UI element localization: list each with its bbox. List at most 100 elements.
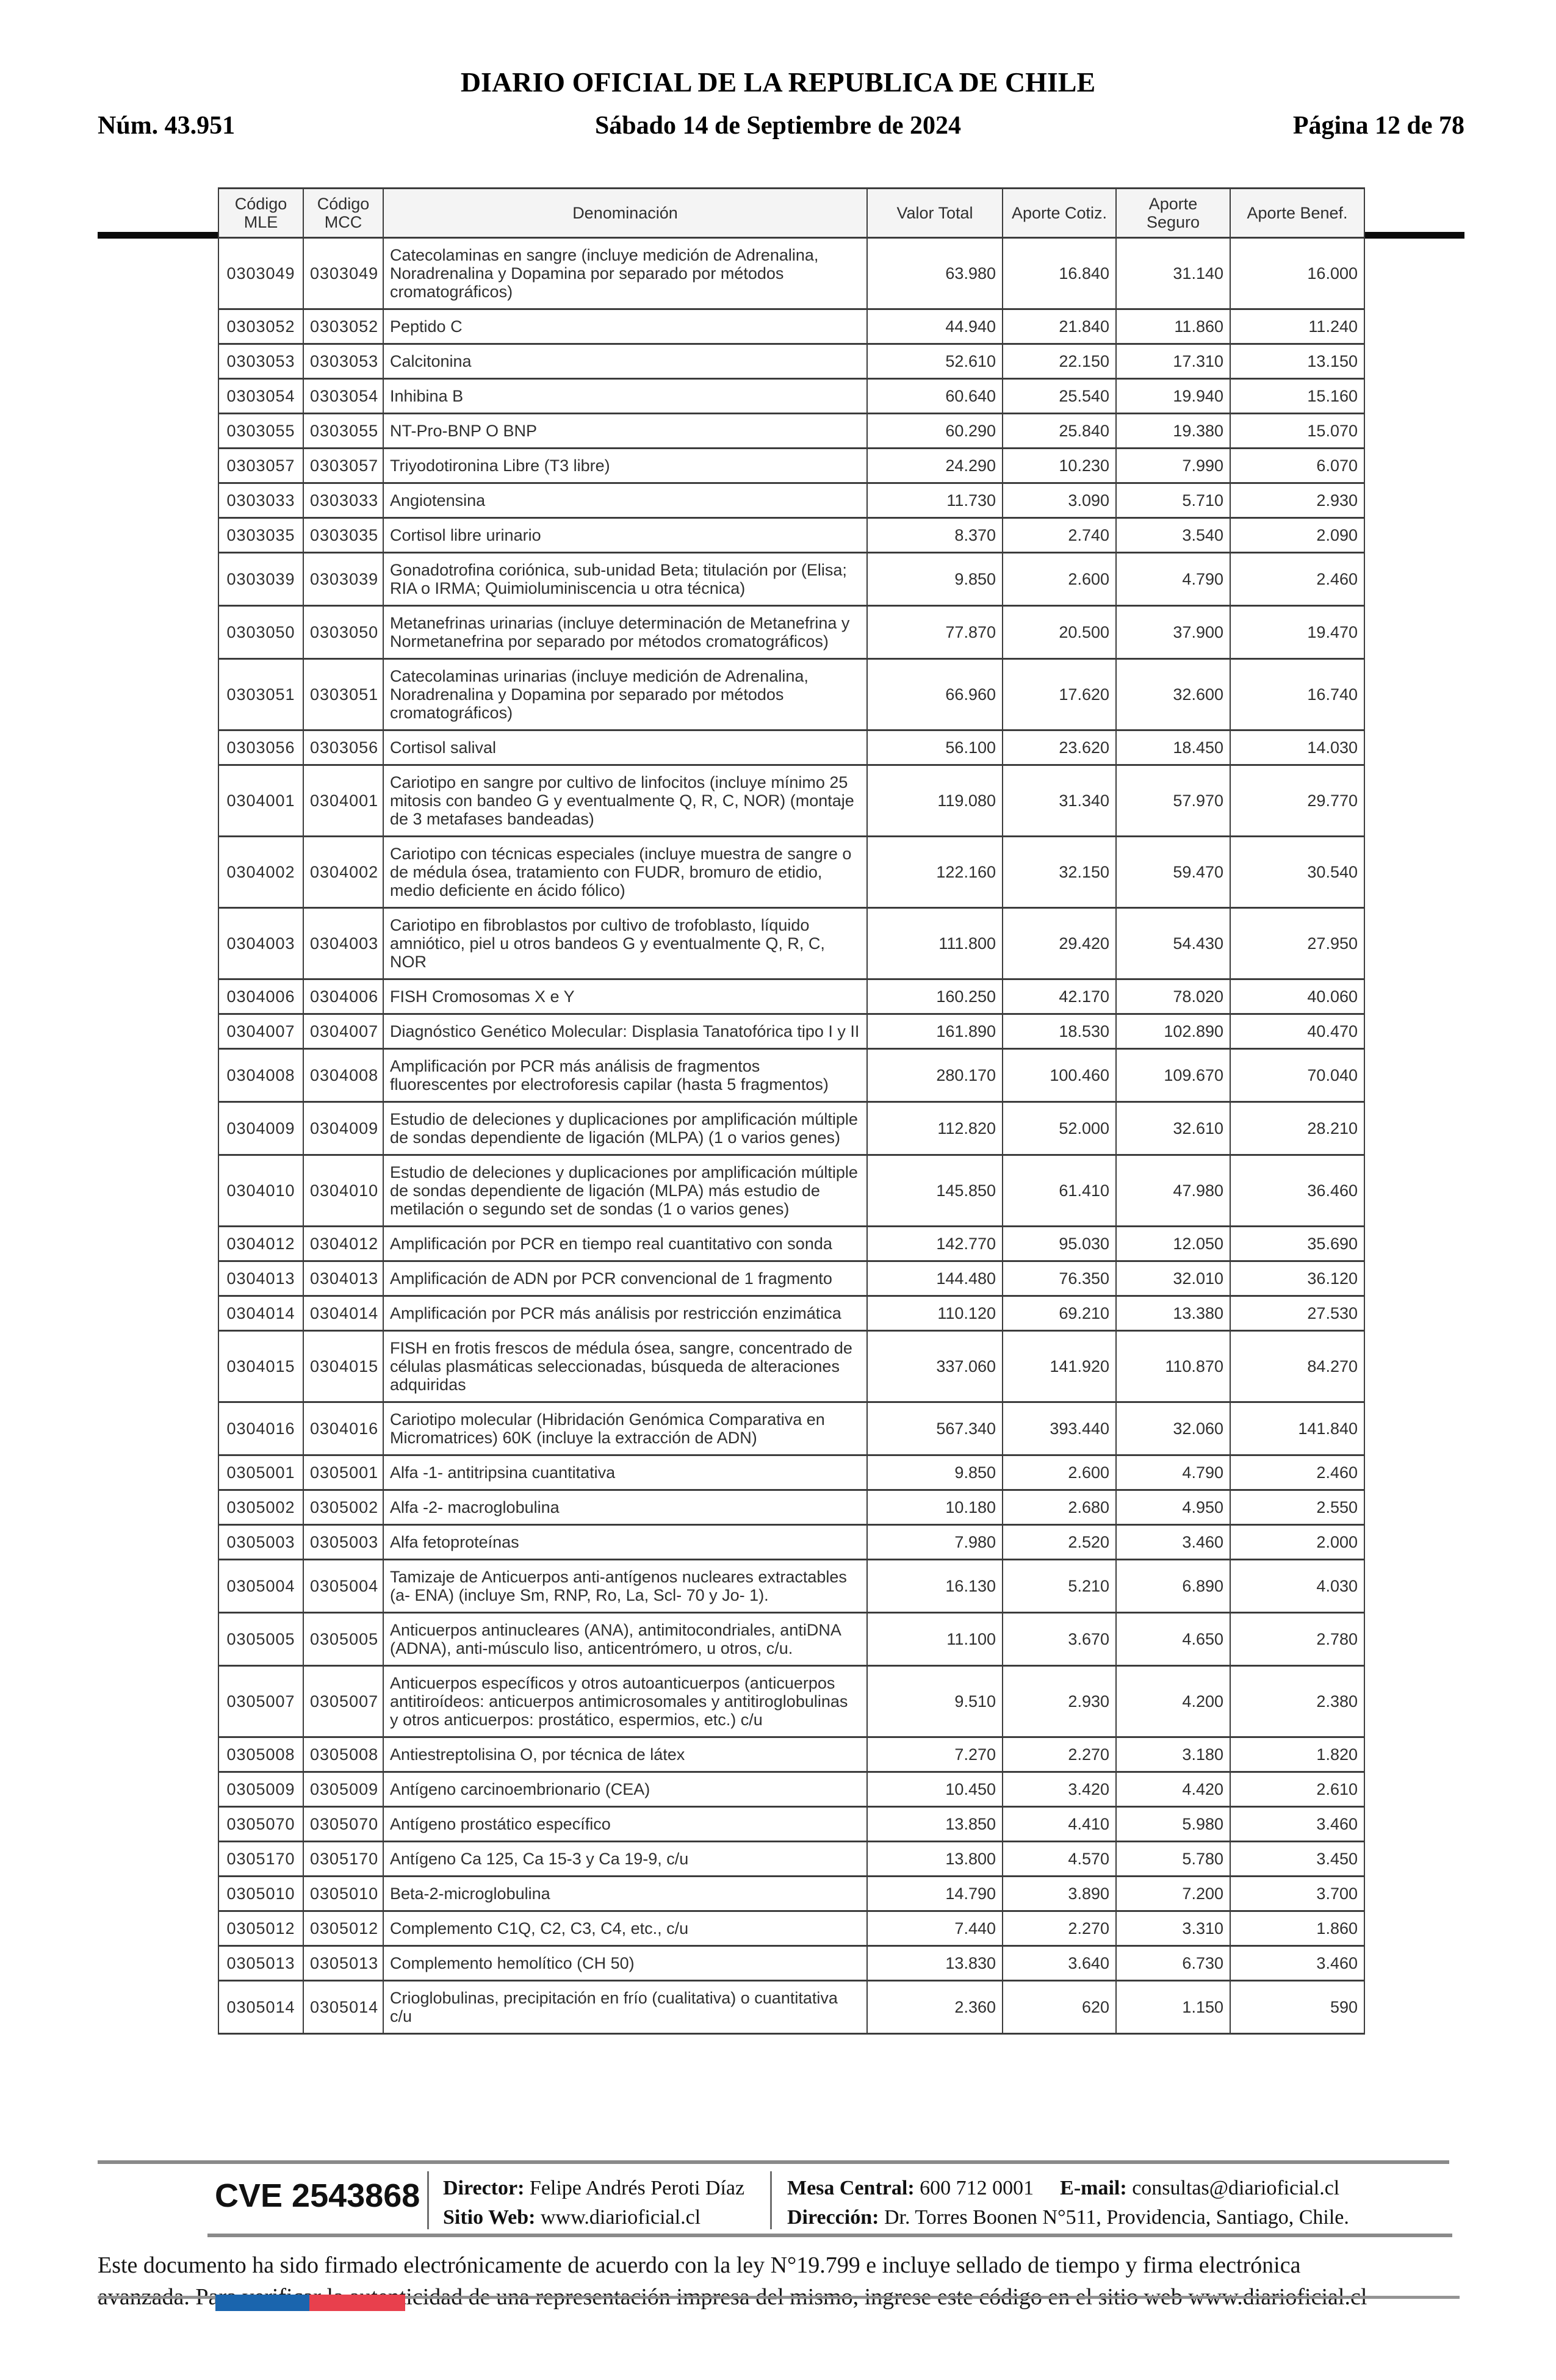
cell-denominacion: Alfa fetoproteínas [383, 1524, 868, 1560]
cell-valor-total: 144.480 [866, 1260, 1003, 1297]
cell-aporte-benef: 3.450 [1230, 1841, 1365, 1877]
cell-aporte-seguro: 78.020 [1115, 978, 1231, 1015]
cell-codigo-mcc: 0305010 [303, 1875, 384, 1912]
cell-aporte-seguro: 5.780 [1115, 1841, 1231, 1877]
table-row: 0303053 0303053 Calcitonina 52.610 22.15… [218, 343, 1365, 380]
cell-aporte-benef: 19.470 [1230, 605, 1365, 660]
cell-codigo-mle: 0305013 [218, 1945, 304, 1982]
cell-codigo-mle: 0304013 [218, 1260, 304, 1297]
cell-aporte-benef: 29.770 [1230, 764, 1365, 837]
footer-divider [427, 2171, 429, 2229]
cell-denominacion: Amplificación por PCR más análisis por r… [383, 1295, 868, 1332]
cell-aporte-benef: 11.240 [1230, 308, 1365, 345]
cell-aporte-benef: 2.460 [1230, 552, 1365, 607]
cell-aporte-benef: 2.380 [1230, 1665, 1365, 1738]
cell-aporte-seguro: 18.450 [1115, 729, 1231, 766]
table-row: 0304014 0304014 Amplificación por PCR má… [218, 1295, 1365, 1332]
cell-aporte-cotiz: 4.410 [1002, 1806, 1117, 1842]
table-row: 0303057 0303057 Triyodotironina Libre (T… [218, 447, 1365, 484]
cell-codigo-mle: 0305070 [218, 1806, 304, 1842]
cell-valor-total: 122.160 [866, 835, 1003, 909]
cell-valor-total: 9.850 [866, 1454, 1003, 1491]
cell-aporte-seguro: 3.180 [1115, 1736, 1231, 1773]
cell-codigo-mle: 0305001 [218, 1454, 304, 1491]
table-row: 0304006 0304006 FISH Cromosomas X e Y 16… [218, 978, 1365, 1015]
cell-aporte-seguro: 4.790 [1115, 552, 1231, 607]
cell-aporte-cotiz: 25.540 [1002, 378, 1117, 414]
cell-denominacion: Metanefrinas urinarias (incluye determin… [383, 605, 868, 660]
cell-aporte-benef: 36.460 [1230, 1154, 1365, 1227]
cell-codigo-mle: 0305014 [218, 1980, 304, 2035]
cell-aporte-benef: 141.840 [1230, 1401, 1365, 1456]
cell-codigo-mle: 0303039 [218, 552, 304, 607]
cell-aporte-cotiz: 2.270 [1002, 1910, 1117, 1947]
cell-aporte-benef: 4.030 [1230, 1559, 1365, 1614]
website-label: Sitio Web: [443, 2206, 536, 2229]
cell-aporte-cotiz: 95.030 [1002, 1225, 1117, 1262]
cell-codigo-mle: 0304008 [218, 1048, 304, 1103]
cell-codigo-mcc: 0304010 [303, 1154, 384, 1227]
cell-codigo-mcc: 0305008 [303, 1736, 384, 1773]
cell-aporte-seguro: 4.950 [1115, 1489, 1231, 1526]
cell-denominacion: Inhibina B [383, 378, 868, 414]
table-row: 0305003 0305003 Alfa fetoproteínas 7.980… [218, 1524, 1365, 1560]
cell-aporte-cotiz: 17.620 [1002, 658, 1117, 731]
cell-aporte-seguro: 11.860 [1115, 308, 1231, 345]
cell-codigo-mcc: 0305005 [303, 1612, 384, 1667]
cell-denominacion: NT-Pro-BNP O BNP [383, 413, 868, 449]
cell-codigo-mle: 0304009 [218, 1101, 304, 1156]
cell-aporte-seguro: 59.470 [1115, 835, 1231, 909]
cell-codigo-mle: 0304014 [218, 1295, 304, 1332]
cell-valor-total: 10.450 [866, 1771, 1003, 1808]
cell-denominacion: Complemento C1Q, C2, C3, C4, etc., c/u [383, 1910, 868, 1947]
header-aporte-benef: Aporte Benef. [1230, 187, 1365, 239]
cell-codigo-mcc: 0305013 [303, 1945, 384, 1982]
cell-codigo-mle: 0304012 [218, 1225, 304, 1262]
cell-codigo-mle: 0304006 [218, 978, 304, 1015]
footer-top-rule [98, 2160, 1449, 2164]
cell-aporte-cotiz: 32.150 [1002, 835, 1117, 909]
address-label: Dirección: [787, 2206, 879, 2229]
cell-aporte-cotiz: 3.890 [1002, 1875, 1117, 1912]
table-row: 0305007 0305007 Anticuerpos específicos … [218, 1665, 1365, 1738]
header-codigo-mle: Código MLE [218, 187, 304, 239]
cell-aporte-benef: 16.740 [1230, 658, 1365, 731]
table-row: 0304010 0304010 Estudio de deleciones y … [218, 1154, 1365, 1227]
cell-denominacion: Complemento hemolítico (CH 50) [383, 1945, 868, 1982]
cell-codigo-mcc: 0303055 [303, 413, 384, 449]
cell-denominacion: Peptido C [383, 308, 868, 345]
cell-valor-total: 13.800 [866, 1841, 1003, 1877]
cell-valor-total: 24.290 [866, 447, 1003, 484]
cell-denominacion: Diagnóstico Genético Molecular: Displasi… [383, 1013, 868, 1050]
table-header-row: Código MLE Código MCC Denominación Valor… [218, 187, 1365, 239]
cell-aporte-cotiz: 20.500 [1002, 605, 1117, 660]
cell-codigo-mcc: 0304015 [303, 1330, 384, 1403]
cell-valor-total: 63.980 [866, 237, 1003, 310]
cell-aporte-cotiz: 21.840 [1002, 308, 1117, 345]
table-row: 0305014 0305014 Crioglobulinas, precipit… [218, 1980, 1365, 2035]
cell-aporte-cotiz: 22.150 [1002, 343, 1117, 380]
cell-aporte-seguro: 19.940 [1115, 378, 1231, 414]
cell-codigo-mcc: 0305007 [303, 1665, 384, 1738]
cell-valor-total: 44.940 [866, 308, 1003, 345]
cell-denominacion: Catecolaminas en sangre (incluye medició… [383, 237, 868, 310]
director-name: Felipe Andrés Peroti Díaz [529, 2177, 745, 2199]
cell-codigo-mle: 0305004 [218, 1559, 304, 1614]
table-row: 0304007 0304007 Diagnóstico Genético Mol… [218, 1013, 1365, 1050]
cell-codigo-mle: 0303056 [218, 729, 304, 766]
cell-aporte-seguro: 1.150 [1115, 1980, 1231, 2035]
cell-aporte-benef: 1.820 [1230, 1736, 1365, 1773]
cell-denominacion: Cariotipo en sangre por cultivo de linfo… [383, 764, 868, 837]
cell-codigo-mcc: 0304008 [303, 1048, 384, 1103]
cell-codigo-mcc: 0303052 [303, 308, 384, 345]
contact-block: Mesa Central: 600 712 0001 E-mail: consu… [787, 2174, 1464, 2232]
table-row: 0304012 0304012 Amplificación por PCR en… [218, 1225, 1365, 1262]
price-table: Código MLE Código MCC Denominación Valor… [218, 187, 1365, 2035]
cell-aporte-seguro: 102.890 [1115, 1013, 1231, 1050]
cell-denominacion: Amplificación por PCR más análisis de fr… [383, 1048, 868, 1103]
cell-aporte-benef: 16.000 [1230, 237, 1365, 310]
cell-aporte-benef: 35.690 [1230, 1225, 1365, 1262]
cell-codigo-mle: 0303053 [218, 343, 304, 380]
cell-denominacion: Beta-2-microglobulina [383, 1875, 868, 1912]
cell-codigo-mcc: 0304012 [303, 1225, 384, 1262]
